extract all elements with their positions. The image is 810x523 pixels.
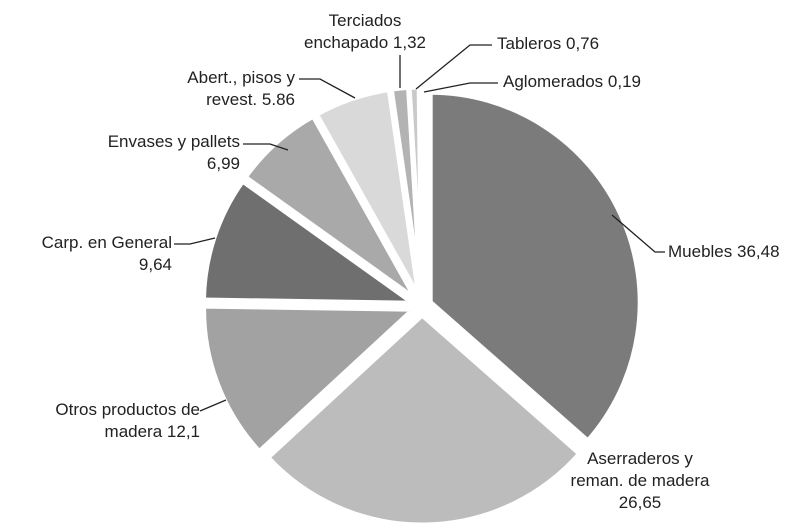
pie-slice [427,89,643,444]
category-label: Aglomerados [503,72,604,91]
slice-label: Carp. en General 9,64 [2,232,172,276]
slice-label: Tableros 0,76 [497,33,647,55]
category-label: Aserraderos y reman. de madera [570,449,710,490]
leader-line [423,82,498,93]
leader-line [174,237,216,245]
slice-label: Envases y pallets 6,99 [65,131,240,175]
value-label: 5.86 [261,90,295,109]
leader-line [199,399,227,412]
leader-line [243,143,289,151]
value-label: 26,65 [618,493,662,512]
value-label: 1,32 [392,33,426,52]
slice-label: Aglomerados 0,19 [503,71,683,93]
pie-slice [201,303,417,455]
category-label: Otros productos de madera [55,400,200,441]
category-label: Muebles [668,242,733,261]
leader-line [611,214,665,253]
slice-label: Abert., pisos y revest. 5.86 [155,67,295,111]
category-label: Tableros [497,34,562,53]
value-label: 6,99 [206,154,240,173]
value-label: 12,1 [166,422,200,441]
leader-line [299,78,356,99]
slice-label: Muebles 36,48 [668,241,808,263]
category-label: Abert., pisos y revest. [187,68,295,109]
slice-label: Aserraderos y reman. de madera 26,65 [560,448,720,514]
slice-label: Otros productos de madera 12,1 [25,399,200,443]
value-label: 0,19 [607,72,641,91]
pie-slice [242,113,419,302]
pie-slice [416,84,425,300]
leader-line [415,44,492,90]
value-label: 9,64 [138,255,172,274]
category-label: Terciados enchapado [304,11,402,52]
value-label: 0,76 [566,34,600,53]
category-label: Carp. en General [41,233,172,252]
slice-label: Terciados enchapado 1,32 [300,10,430,54]
value-label: 36,48 [737,242,780,261]
pie-slice [265,312,583,523]
category-label: Envases y pallets [107,132,240,151]
